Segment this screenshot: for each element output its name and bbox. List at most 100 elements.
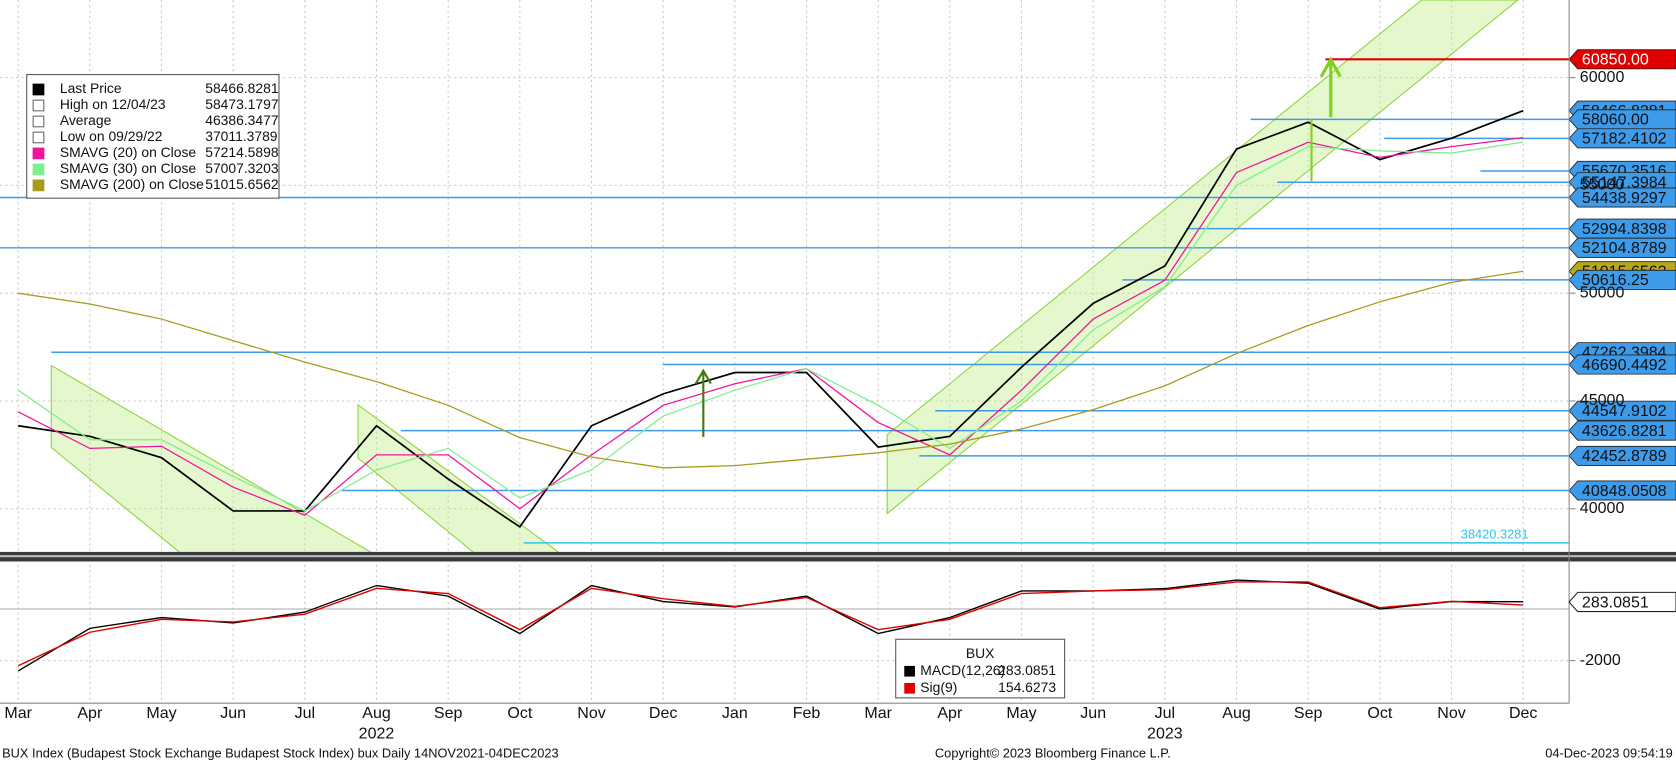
level-label: 55147.3984 [1582,175,1667,192]
macd-legend: MACD(12,26)283.0851 Sig(9) 154.6273 [904,662,1056,695]
series [17,109,1524,672]
legend-value: 283.0851 [998,662,1056,678]
x-tick-label: Mar [864,705,892,722]
legend-swatch [904,682,915,694]
level-label: 38420.3281 [1461,527,1529,542]
legend-label: SMAVG (20) on Close [60,144,197,160]
series-line [18,270,1524,469]
x-tick-label: Nov [1437,705,1465,722]
legend-label: SMAVG (30) on Close [60,160,197,176]
legend-value: 37011.3789 [205,128,278,144]
level-label: 58060.00 [1582,112,1649,129]
level-label: 43626.8281 [1582,423,1667,440]
footer-center: Copyright© 2023 Bloomberg Finance L.P. [935,746,1171,761]
level-label: 46690.4492 [1582,357,1667,374]
legend-value: 57214.5898 [205,144,279,160]
level-box [1568,445,1676,466]
level-label: 52994.8398 [1582,221,1667,238]
level-box [1568,237,1676,258]
legend: Last Price 58466.8281 High on 12/04/23 5847… [32,80,279,192]
legend-swatch [32,115,45,128]
x-tick-label: Oct [507,705,532,722]
legend-value: 154.6273 [998,679,1056,695]
legend-label: Last Price [60,80,122,96]
level-box [1568,49,1676,70]
series-line [17,581,1524,667]
level-box [1568,400,1676,421]
macd-last-box [1568,591,1676,613]
x-tick-label: Apr [77,705,103,722]
legend-label: Low on 09/29/22 [60,128,163,144]
legend-box [26,74,280,199]
footer-left: BUX Index (Budapest Stock Exchange Budap… [2,746,558,761]
footer-right: 04-Dec-2023 09:54:19 [1545,746,1673,761]
level-box [1568,480,1676,501]
x-tick-label: Aug [362,705,391,722]
x-tick-label: Jan [722,705,748,722]
macd-last-label: 283.0851 [1582,594,1649,611]
x-tick-label: Jul [295,705,315,722]
levels: 60850.0058466.828158060.0057182.41025567… [0,49,1676,544]
level-box [1568,128,1676,149]
up-channel [886,0,1519,515]
legend-swatch [32,99,45,112]
x-tick-label: Apr [937,705,963,722]
legend-value: 51015.6562 [205,176,279,192]
macd-legend-box [895,638,1066,699]
x-tick-label: Dec [649,705,677,722]
level-box [1568,269,1676,290]
legend-swatch [32,147,45,160]
legend-value: 46386.3477 [205,112,279,128]
series-line [18,109,1524,529]
y-tick-label: 55000 [1580,177,1625,194]
x-tick-label: Feb [793,705,821,722]
x-tick-label: Dec [1509,705,1537,722]
y-tick-label: -2000 [1580,652,1621,669]
legend-label: Sig(9) [920,679,957,695]
x-tick-label: May [146,705,176,722]
series-line [17,141,1524,512]
level-label: 44547.9102 [1582,403,1667,420]
level-box [1568,218,1676,239]
level-label: 60850.00 [1582,52,1649,69]
level-label: 54438.9297 [1582,190,1667,207]
y-tick-label: 40000 [1580,500,1625,517]
legend-swatch [32,131,45,144]
level-box [1568,354,1676,375]
legend-label: SMAVG (200) on Close [60,176,204,192]
level-label: 52104.8789 [1582,240,1667,257]
x-tick-label: Nov [577,705,605,722]
legend-label: MACD(12,26) [920,662,1005,678]
x-tick-label: May [1006,705,1036,722]
legend-swatch [32,163,45,176]
y-tick-label: 50000 [1580,284,1625,301]
series-line [17,137,1524,516]
legend-swatch [32,83,45,96]
legend-swatch [904,665,915,677]
x-tick-label: Aug [1222,705,1251,722]
x-tick-label: Jul [1155,705,1175,722]
legend-value: 58473.1797 [205,96,279,112]
level-box [1568,109,1676,130]
year-label: 2022 [359,725,395,742]
x-tick-label: Mar [4,705,32,722]
level-box [1568,420,1676,441]
legend-label: High on 12/04/23 [60,96,166,112]
y-tick-label: 60000 [1580,69,1625,86]
y-tick-label: 45000 [1580,392,1625,409]
level-label: 50616.25 [1582,272,1649,289]
level-label: 40848.0508 [1582,483,1667,500]
x-tick-label: Oct [1367,705,1392,722]
x-tick-label: Jun [220,705,246,722]
axes: Mar Apr May Jun Jul Aug Sep Oct Nov Dec Jan Feb Mar A… [4,69,1676,742]
legend-swatch [32,179,45,192]
arrow-head [694,368,712,385]
x-tick-label: Sep [434,705,463,722]
level-label: 57182.4102 [1582,131,1667,148]
x-tick-label: Jun [1080,705,1106,722]
legend-label: Average [60,112,112,128]
year-label: 2023 [1147,725,1183,742]
level-box [1568,187,1676,208]
legend-value: 57007.3203 [205,160,279,176]
